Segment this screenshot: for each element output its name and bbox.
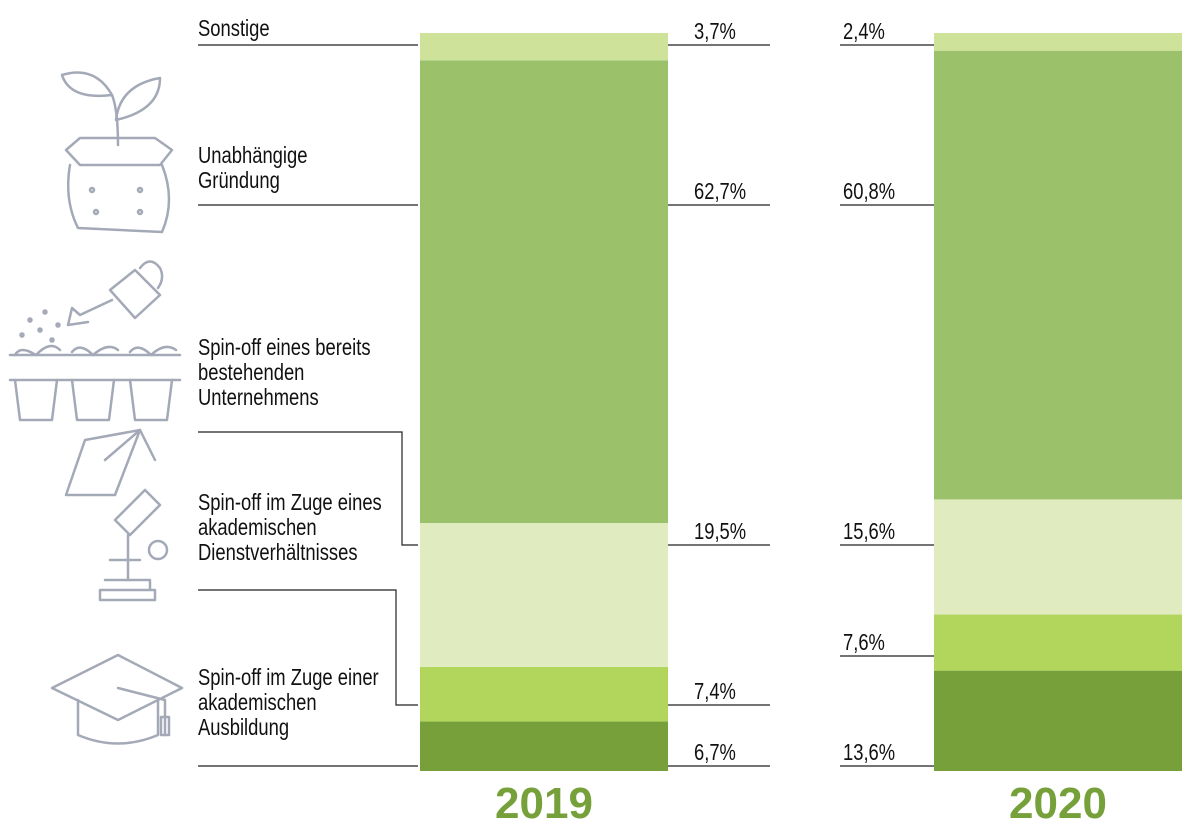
legend-label: Unabhängige Gründung [198,143,322,193]
legend-label: Sonstige [198,16,358,41]
bar-segment [934,33,1182,51]
category-label: 2019 [495,779,593,821]
icon-microscope [66,430,167,600]
chart: 3,7% 62,7% 19,5% 7,4% 6,7% 2019 2,4% 60,8% 15,6%… [0,0,1182,821]
value-label: 2,4% [843,19,885,44]
legend-label: Spin-off eines bereits bestehenden Unter… [198,335,394,410]
value-label-group: 19,5% [694,519,746,544]
legend-label: Spin-off im Zuge eines akademischen Dien… [198,490,390,565]
icon-watering [10,262,180,421]
value-label: 19,5% [694,519,746,544]
value-label-group: 2,4% [843,19,885,44]
value-label-group: 15,6% [843,519,895,544]
bar-segment [420,60,668,523]
legend-label: Spin-off im Zuge einer akademischen Ausb… [198,665,390,740]
category-label: 2020 [1009,779,1107,821]
value-label: 3,7% [694,19,736,44]
value-label-group: 7,4% [694,679,736,704]
value-label-group: 6,7% [694,740,736,765]
bar-segment [420,722,668,771]
value-label: 15,6% [843,519,895,544]
value-label-group: 13,6% [843,740,895,765]
value-label: 7,4% [694,679,736,704]
bar-segment [420,667,668,722]
bar-segment [934,499,1182,614]
value-label-group: 60,8% [843,179,895,204]
value-label: 7,6% [843,630,885,655]
icons [10,73,182,744]
value-label: 6,7% [694,740,736,765]
value-label: 62,7% [694,179,746,204]
bar-segment [934,615,1182,671]
icon-graduation [52,655,182,744]
bar-segment [420,523,668,667]
value-label-group: 3,7% [694,19,736,44]
value-label: 13,6% [843,740,895,765]
bar-segment [934,51,1182,500]
chart-canvas: 3,7% 62,7% 19,5% 7,4% 6,7% 2019 2,4% 60,8% 15,6%… [0,0,1182,821]
bar-segment [420,33,668,60]
value-label-group: 62,7% [694,179,746,204]
value-label: 60,8% [843,179,895,204]
value-label-group: 7,6% [843,630,885,655]
bar-segment [934,671,1182,771]
icon-plant [62,73,172,233]
